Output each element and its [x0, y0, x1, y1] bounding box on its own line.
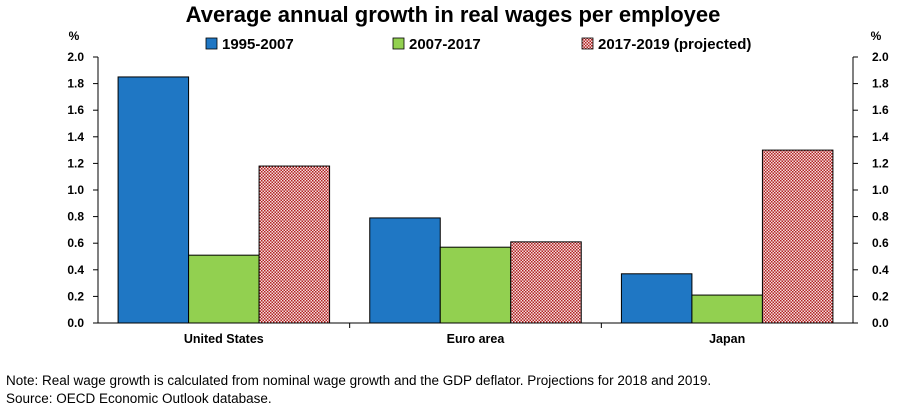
bar — [620, 273, 693, 324]
y-tick-label-right: 1.2 — [872, 156, 889, 170]
bar — [510, 241, 582, 324]
y-tick-label-right: 0.4 — [872, 263, 889, 277]
bar — [369, 217, 441, 324]
chart-title: Average annual growth in real wages per … — [186, 2, 721, 27]
y-tick-label-left: 1.4 — [67, 130, 84, 144]
bar — [439, 246, 512, 324]
x-category-label: United States — [184, 332, 264, 346]
x-category-label: Japan — [709, 332, 745, 346]
chart-note: Note: Real wage growth is calculated fro… — [6, 373, 712, 388]
bar — [117, 76, 190, 324]
y-tick-label-right: 0.0 — [872, 316, 889, 330]
y-tick-label-right: 0.6 — [872, 236, 889, 250]
bar — [691, 294, 763, 324]
y-tick-label-right: 0.2 — [872, 289, 889, 303]
y-tick-label-left: 1.0 — [67, 183, 84, 197]
y-tick-label-right: 1.0 — [872, 183, 889, 197]
bar — [258, 165, 331, 324]
y-tick-label-left: 2.0 — [67, 50, 84, 64]
y-tick-label-left: 1.6 — [67, 103, 84, 117]
axes: 0.0 0.0 0.2 0.2 0.4 0.4 0.6 0.6 0.8 0.8 1.0 1.0 1.2 1… — [67, 50, 889, 346]
y-tick-label-left: 0.2 — [67, 289, 84, 303]
legend-label: 2007-2017 — [409, 36, 481, 53]
y-tick-label-right: 1.4 — [872, 130, 889, 144]
y-axis-unit-right: % — [871, 29, 882, 43]
legend-label: 2017-2019 (projected) — [598, 36, 751, 53]
y-tick-label-left: 0.8 — [67, 210, 84, 224]
legend-swatch — [205, 37, 218, 50]
x-category-label: Euro area — [447, 332, 506, 346]
legend: 1995-2007 2007-2017 2017-2019 (projected) — [205, 36, 751, 53]
y-tick-label-left: 0.6 — [67, 236, 84, 250]
bar — [188, 254, 260, 324]
bar — [761, 149, 834, 324]
y-tick-label-right: 1.6 — [872, 103, 889, 117]
y-tick-label-left: 0.4 — [67, 263, 84, 277]
y-axis-unit-left: % — [69, 29, 80, 43]
legend-swatch — [392, 37, 405, 50]
y-tick-label-left: 1.8 — [67, 77, 84, 91]
y-tick-label-left: 1.2 — [67, 156, 84, 170]
bars — [117, 76, 834, 324]
chart-source: Source: OECD Economic Outlook database. — [6, 391, 272, 406]
y-tick-label-right: 0.8 — [872, 210, 889, 224]
legend-swatch — [581, 37, 594, 50]
y-tick-label-right: 2.0 — [872, 50, 889, 64]
y-tick-label-left: 0.0 — [67, 316, 84, 330]
y-tick-label-right: 1.8 — [872, 77, 889, 91]
legend-label: 1995-2007 — [222, 36, 294, 53]
